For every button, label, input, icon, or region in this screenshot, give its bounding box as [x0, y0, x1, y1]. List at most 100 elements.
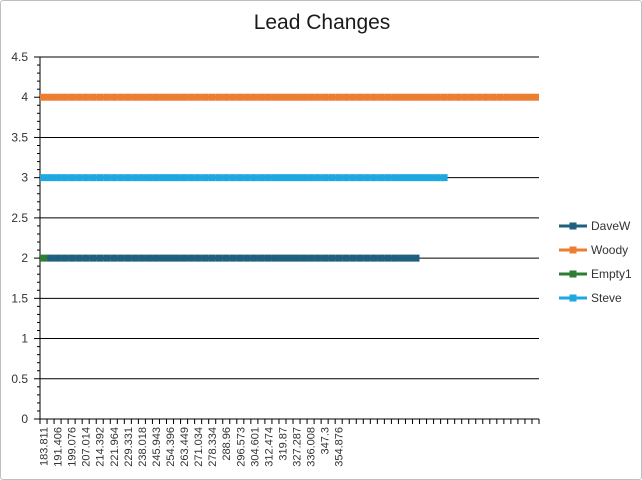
data-point-steve	[124, 174, 132, 182]
data-point-woody	[278, 93, 286, 101]
x-tick-label: 304.601	[249, 427, 261, 467]
data-point-steve	[243, 174, 251, 182]
data-point-steve	[215, 174, 223, 182]
data-point-davew	[103, 254, 111, 262]
data-point-woody	[468, 93, 476, 101]
data-point-woody	[166, 93, 174, 101]
data-point-woody	[47, 93, 55, 101]
legend-label-steve: Steve	[591, 291, 622, 305]
data-point-steve	[131, 174, 139, 182]
data-point-steve	[173, 174, 181, 182]
data-point-woody	[384, 93, 392, 101]
data-point-woody	[208, 93, 216, 101]
data-point-davew	[173, 254, 181, 262]
data-point-steve	[61, 174, 69, 182]
data-point-woody	[103, 93, 111, 101]
data-point-davew	[314, 254, 322, 262]
x-tick-label: 238.018	[137, 427, 149, 467]
axes: 0 0.5 1 1.5 2 2.5 3 3.5 4 4.5 183.811 191.406 199.07…	[11, 50, 540, 467]
data-point-woody	[40, 93, 48, 101]
data-point-woody	[356, 93, 364, 101]
data-point-steve	[208, 174, 216, 182]
data-point-steve	[166, 174, 174, 182]
y-tick-label: 1	[21, 332, 28, 346]
data-point-davew	[264, 254, 272, 262]
data-point-woody	[426, 93, 434, 101]
data-point-woody	[187, 93, 195, 101]
chart-title: Lead Changes	[253, 11, 391, 34]
series-lines	[40, 93, 539, 262]
data-point-woody	[307, 93, 315, 101]
data-point-steve	[419, 174, 427, 182]
data-point-woody	[342, 93, 350, 101]
data-point-woody	[110, 93, 118, 101]
data-point-davew	[363, 254, 371, 262]
data-point-woody	[503, 93, 511, 101]
data-point-woody	[405, 93, 413, 101]
data-point-woody	[75, 93, 83, 101]
data-point-woody	[180, 93, 188, 101]
data-point-davew	[293, 254, 301, 262]
data-point-woody	[524, 93, 532, 101]
data-point-woody	[433, 93, 441, 101]
data-point-woody	[215, 93, 223, 101]
data-point-davew	[222, 254, 230, 262]
data-point-davew	[194, 254, 202, 262]
data-point-empty1	[40, 254, 48, 262]
data-point-steve	[356, 174, 364, 182]
data-point-woody	[152, 93, 160, 101]
data-point-steve	[201, 174, 209, 182]
data-point-steve	[349, 174, 357, 182]
data-point-davew	[201, 254, 209, 262]
data-point-woody	[68, 93, 76, 101]
data-point-woody	[131, 93, 139, 101]
y-tick-label: 2	[21, 251, 28, 265]
data-point-steve	[440, 174, 448, 182]
data-point-steve	[278, 174, 286, 182]
data-point-steve	[75, 174, 83, 182]
data-point-steve	[264, 174, 272, 182]
data-point-woody	[335, 93, 343, 101]
legend-marker-davew	[569, 222, 577, 230]
data-point-davew	[54, 254, 62, 262]
data-point-davew	[145, 254, 153, 262]
data-point-davew	[349, 254, 357, 262]
data-point-woody	[236, 93, 244, 101]
x-tick-label: 336.008	[306, 427, 318, 467]
legend-label-davew: DaveW	[591, 219, 631, 233]
data-point-woody	[391, 93, 399, 101]
data-point-davew	[117, 254, 125, 262]
data-point-davew	[89, 254, 97, 262]
data-point-davew	[236, 254, 244, 262]
legend: DaveW Woody Empty1 Steve	[559, 219, 632, 305]
y-tick-label: 2.5	[11, 211, 28, 225]
data-point-woody	[482, 93, 490, 101]
data-point-steve	[47, 174, 55, 182]
data-point-woody	[124, 93, 132, 101]
data-point-woody	[419, 93, 427, 101]
data-point-davew	[405, 254, 413, 262]
data-point-woody	[145, 93, 153, 101]
data-point-davew	[257, 254, 265, 262]
x-tick-label: 214.392	[95, 427, 107, 467]
data-point-davew	[61, 254, 69, 262]
data-point-woody	[138, 93, 146, 101]
data-point-woody	[194, 93, 202, 101]
data-point-steve	[222, 174, 230, 182]
data-point-steve	[335, 174, 343, 182]
data-point-davew	[391, 254, 399, 262]
data-point-steve	[110, 174, 118, 182]
data-point-woody	[510, 93, 518, 101]
x-tick-label: 354.876	[334, 427, 346, 467]
data-point-woody	[461, 93, 469, 101]
x-tick-label: 221.964	[109, 427, 121, 467]
data-point-davew	[180, 254, 188, 262]
data-point-davew	[286, 254, 293, 262]
data-point-steve	[328, 174, 336, 182]
data-point-steve	[54, 174, 62, 182]
x-tick-label: 312.474	[263, 427, 275, 467]
data-point-steve	[370, 174, 378, 182]
x-tick-label: 254.396	[165, 427, 177, 467]
data-point-woody	[314, 93, 322, 101]
data-point-woody	[489, 93, 497, 101]
